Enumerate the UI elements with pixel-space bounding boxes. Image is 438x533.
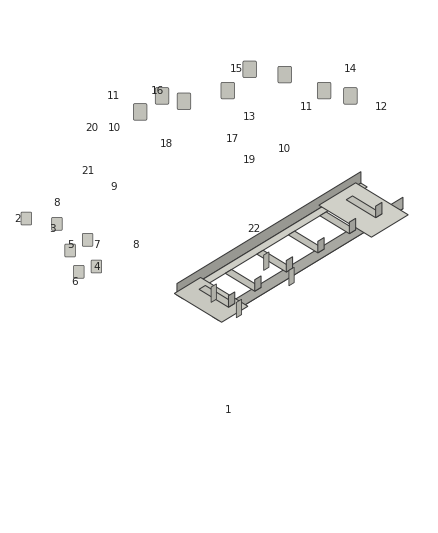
Text: 1: 1 — [224, 406, 231, 415]
Polygon shape — [255, 276, 261, 291]
Text: 6: 6 — [71, 278, 78, 287]
Polygon shape — [219, 197, 403, 321]
Text: 12: 12 — [374, 102, 388, 111]
FancyBboxPatch shape — [133, 103, 147, 120]
Text: 11: 11 — [107, 91, 120, 101]
Text: 21: 21 — [81, 166, 94, 175]
Text: 13: 13 — [243, 112, 256, 122]
FancyBboxPatch shape — [21, 212, 32, 225]
Text: 10: 10 — [278, 144, 291, 154]
Polygon shape — [177, 172, 361, 295]
Text: 16: 16 — [151, 86, 164, 95]
Polygon shape — [257, 251, 293, 272]
Text: 8: 8 — [132, 240, 139, 250]
FancyBboxPatch shape — [177, 93, 191, 109]
Text: 15: 15 — [230, 64, 243, 74]
Polygon shape — [174, 278, 248, 322]
FancyBboxPatch shape — [155, 87, 169, 104]
Text: 11: 11 — [300, 102, 313, 111]
Polygon shape — [211, 284, 216, 302]
Text: 7: 7 — [93, 240, 100, 250]
Polygon shape — [229, 292, 235, 307]
Text: 4: 4 — [93, 262, 100, 271]
FancyBboxPatch shape — [74, 265, 84, 278]
FancyBboxPatch shape — [317, 82, 331, 99]
Text: 3: 3 — [49, 224, 56, 234]
FancyBboxPatch shape — [221, 82, 235, 99]
FancyBboxPatch shape — [91, 260, 102, 273]
FancyBboxPatch shape — [278, 66, 292, 83]
FancyBboxPatch shape — [344, 87, 357, 104]
FancyBboxPatch shape — [82, 233, 93, 246]
Polygon shape — [177, 183, 367, 299]
Polygon shape — [286, 257, 293, 272]
Polygon shape — [376, 203, 382, 217]
Text: 22: 22 — [247, 224, 261, 234]
Polygon shape — [346, 196, 382, 217]
Text: 17: 17 — [226, 134, 239, 143]
Text: 8: 8 — [53, 198, 60, 207]
Text: 9: 9 — [110, 182, 117, 191]
Text: 5: 5 — [67, 240, 74, 250]
FancyBboxPatch shape — [52, 217, 62, 230]
Polygon shape — [288, 231, 324, 253]
Text: 2: 2 — [14, 214, 21, 223]
Polygon shape — [289, 267, 294, 286]
Text: 14: 14 — [344, 64, 357, 74]
Polygon shape — [199, 286, 235, 307]
Text: 10: 10 — [107, 123, 120, 133]
Polygon shape — [350, 219, 356, 233]
Polygon shape — [237, 299, 242, 318]
Text: 18: 18 — [160, 139, 173, 149]
Polygon shape — [225, 270, 261, 291]
Polygon shape — [318, 238, 324, 253]
Text: 20: 20 — [85, 123, 99, 133]
Polygon shape — [213, 205, 403, 321]
FancyBboxPatch shape — [243, 61, 257, 77]
Polygon shape — [264, 252, 269, 270]
FancyBboxPatch shape — [65, 244, 75, 257]
Polygon shape — [320, 212, 356, 233]
Polygon shape — [319, 183, 408, 237]
Text: 19: 19 — [243, 155, 256, 165]
